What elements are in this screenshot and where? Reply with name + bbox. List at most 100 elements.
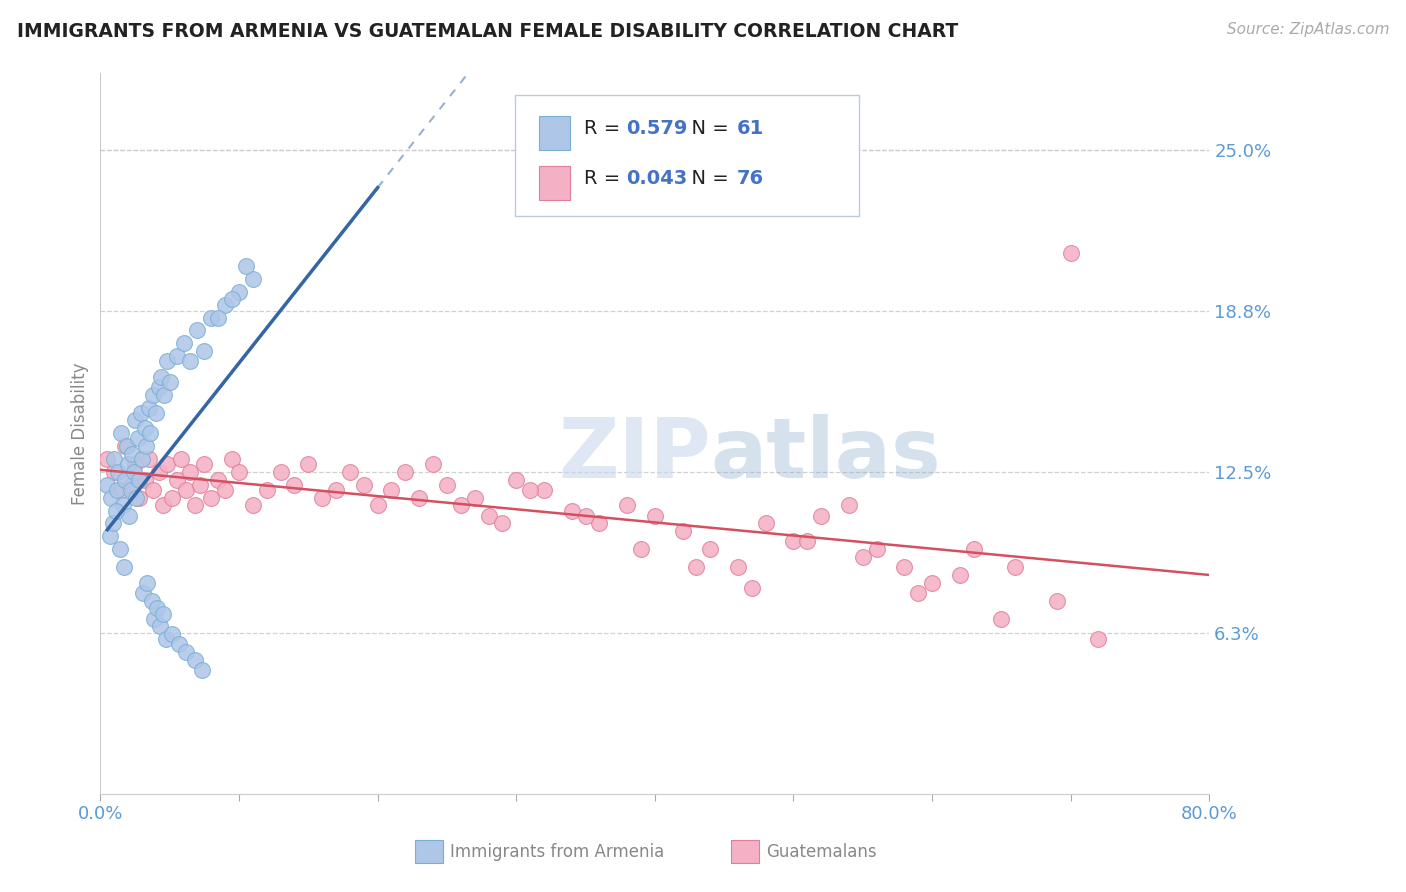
Point xyxy=(127,432,149,446)
Point xyxy=(148,465,170,479)
Point xyxy=(111,499,134,513)
Point xyxy=(533,483,555,497)
Point xyxy=(107,465,129,479)
Point xyxy=(121,447,143,461)
Point xyxy=(193,343,215,358)
Point xyxy=(228,465,250,479)
Point xyxy=(221,452,243,467)
Point xyxy=(143,612,166,626)
Text: R =: R = xyxy=(583,169,626,188)
Point xyxy=(103,465,125,479)
Point xyxy=(183,499,205,513)
Point xyxy=(134,473,156,487)
Point xyxy=(270,465,292,479)
Point xyxy=(132,586,155,600)
Point xyxy=(283,478,305,492)
Point xyxy=(796,534,818,549)
Point xyxy=(179,354,201,368)
Point xyxy=(200,310,222,325)
Point xyxy=(949,567,972,582)
Point xyxy=(110,426,132,441)
Point xyxy=(146,601,169,615)
Point xyxy=(256,483,278,497)
Point xyxy=(505,473,527,487)
Point xyxy=(242,272,264,286)
Point xyxy=(782,534,804,549)
Text: 0.579: 0.579 xyxy=(626,120,688,138)
Point xyxy=(190,663,212,677)
Point xyxy=(96,452,118,467)
Text: atlas: atlas xyxy=(710,415,941,495)
Point xyxy=(394,465,416,479)
Point xyxy=(142,388,165,402)
Point xyxy=(101,516,124,531)
Point xyxy=(145,406,167,420)
Point xyxy=(616,499,638,513)
Point xyxy=(588,516,610,531)
Point xyxy=(630,542,652,557)
Point xyxy=(685,560,707,574)
Point xyxy=(104,503,127,517)
Point xyxy=(98,529,121,543)
Point xyxy=(907,586,929,600)
Point xyxy=(138,401,160,415)
Point xyxy=(963,542,986,557)
Point xyxy=(103,452,125,467)
Text: N =: N = xyxy=(679,120,735,138)
Point xyxy=(921,575,943,590)
Point xyxy=(110,483,132,497)
Y-axis label: Female Disability: Female Disability xyxy=(72,362,89,505)
Point xyxy=(159,375,181,389)
Point xyxy=(96,478,118,492)
Text: 76: 76 xyxy=(737,169,763,188)
Point xyxy=(125,491,148,505)
Point xyxy=(176,645,198,659)
Point xyxy=(671,524,693,538)
Point xyxy=(122,465,145,479)
Point xyxy=(108,542,131,557)
Point xyxy=(380,483,402,497)
Point xyxy=(200,491,222,505)
Text: ZIP: ZIP xyxy=(558,415,710,495)
Point xyxy=(176,483,198,497)
Point xyxy=(838,499,860,513)
Point xyxy=(491,516,513,531)
Text: Guatemalans: Guatemalans xyxy=(766,843,877,861)
Point xyxy=(214,298,236,312)
Point xyxy=(100,491,122,505)
Point xyxy=(367,499,389,513)
Point xyxy=(156,457,179,471)
Point xyxy=(519,483,541,497)
Point xyxy=(408,491,430,505)
Point xyxy=(142,483,165,497)
Point xyxy=(561,503,583,517)
Text: IMMIGRANTS FROM ARMENIA VS GUATEMALAN FEMALE DISABILITY CORRELATION CHART: IMMIGRANTS FROM ARMENIA VS GUATEMALAN FE… xyxy=(17,22,957,41)
Point xyxy=(242,499,264,513)
Point xyxy=(235,259,257,273)
Point xyxy=(207,473,229,487)
Point xyxy=(138,452,160,467)
Point xyxy=(112,560,135,574)
Point xyxy=(866,542,889,557)
Point xyxy=(114,439,136,453)
Point xyxy=(1004,560,1026,574)
Point xyxy=(1046,593,1069,607)
Point xyxy=(120,478,142,492)
Point xyxy=(339,465,361,479)
Point xyxy=(699,542,721,557)
Point xyxy=(188,478,211,492)
Point xyxy=(727,560,749,574)
Point xyxy=(170,452,193,467)
Point xyxy=(221,293,243,307)
Point xyxy=(893,560,915,574)
Text: N =: N = xyxy=(679,169,735,188)
Point xyxy=(297,457,319,471)
Text: R =: R = xyxy=(583,120,626,138)
Point xyxy=(152,607,174,621)
Point xyxy=(155,632,177,647)
Point xyxy=(149,619,172,633)
Point xyxy=(228,285,250,299)
Point xyxy=(477,508,499,523)
Point xyxy=(422,457,444,471)
Point xyxy=(131,452,153,467)
